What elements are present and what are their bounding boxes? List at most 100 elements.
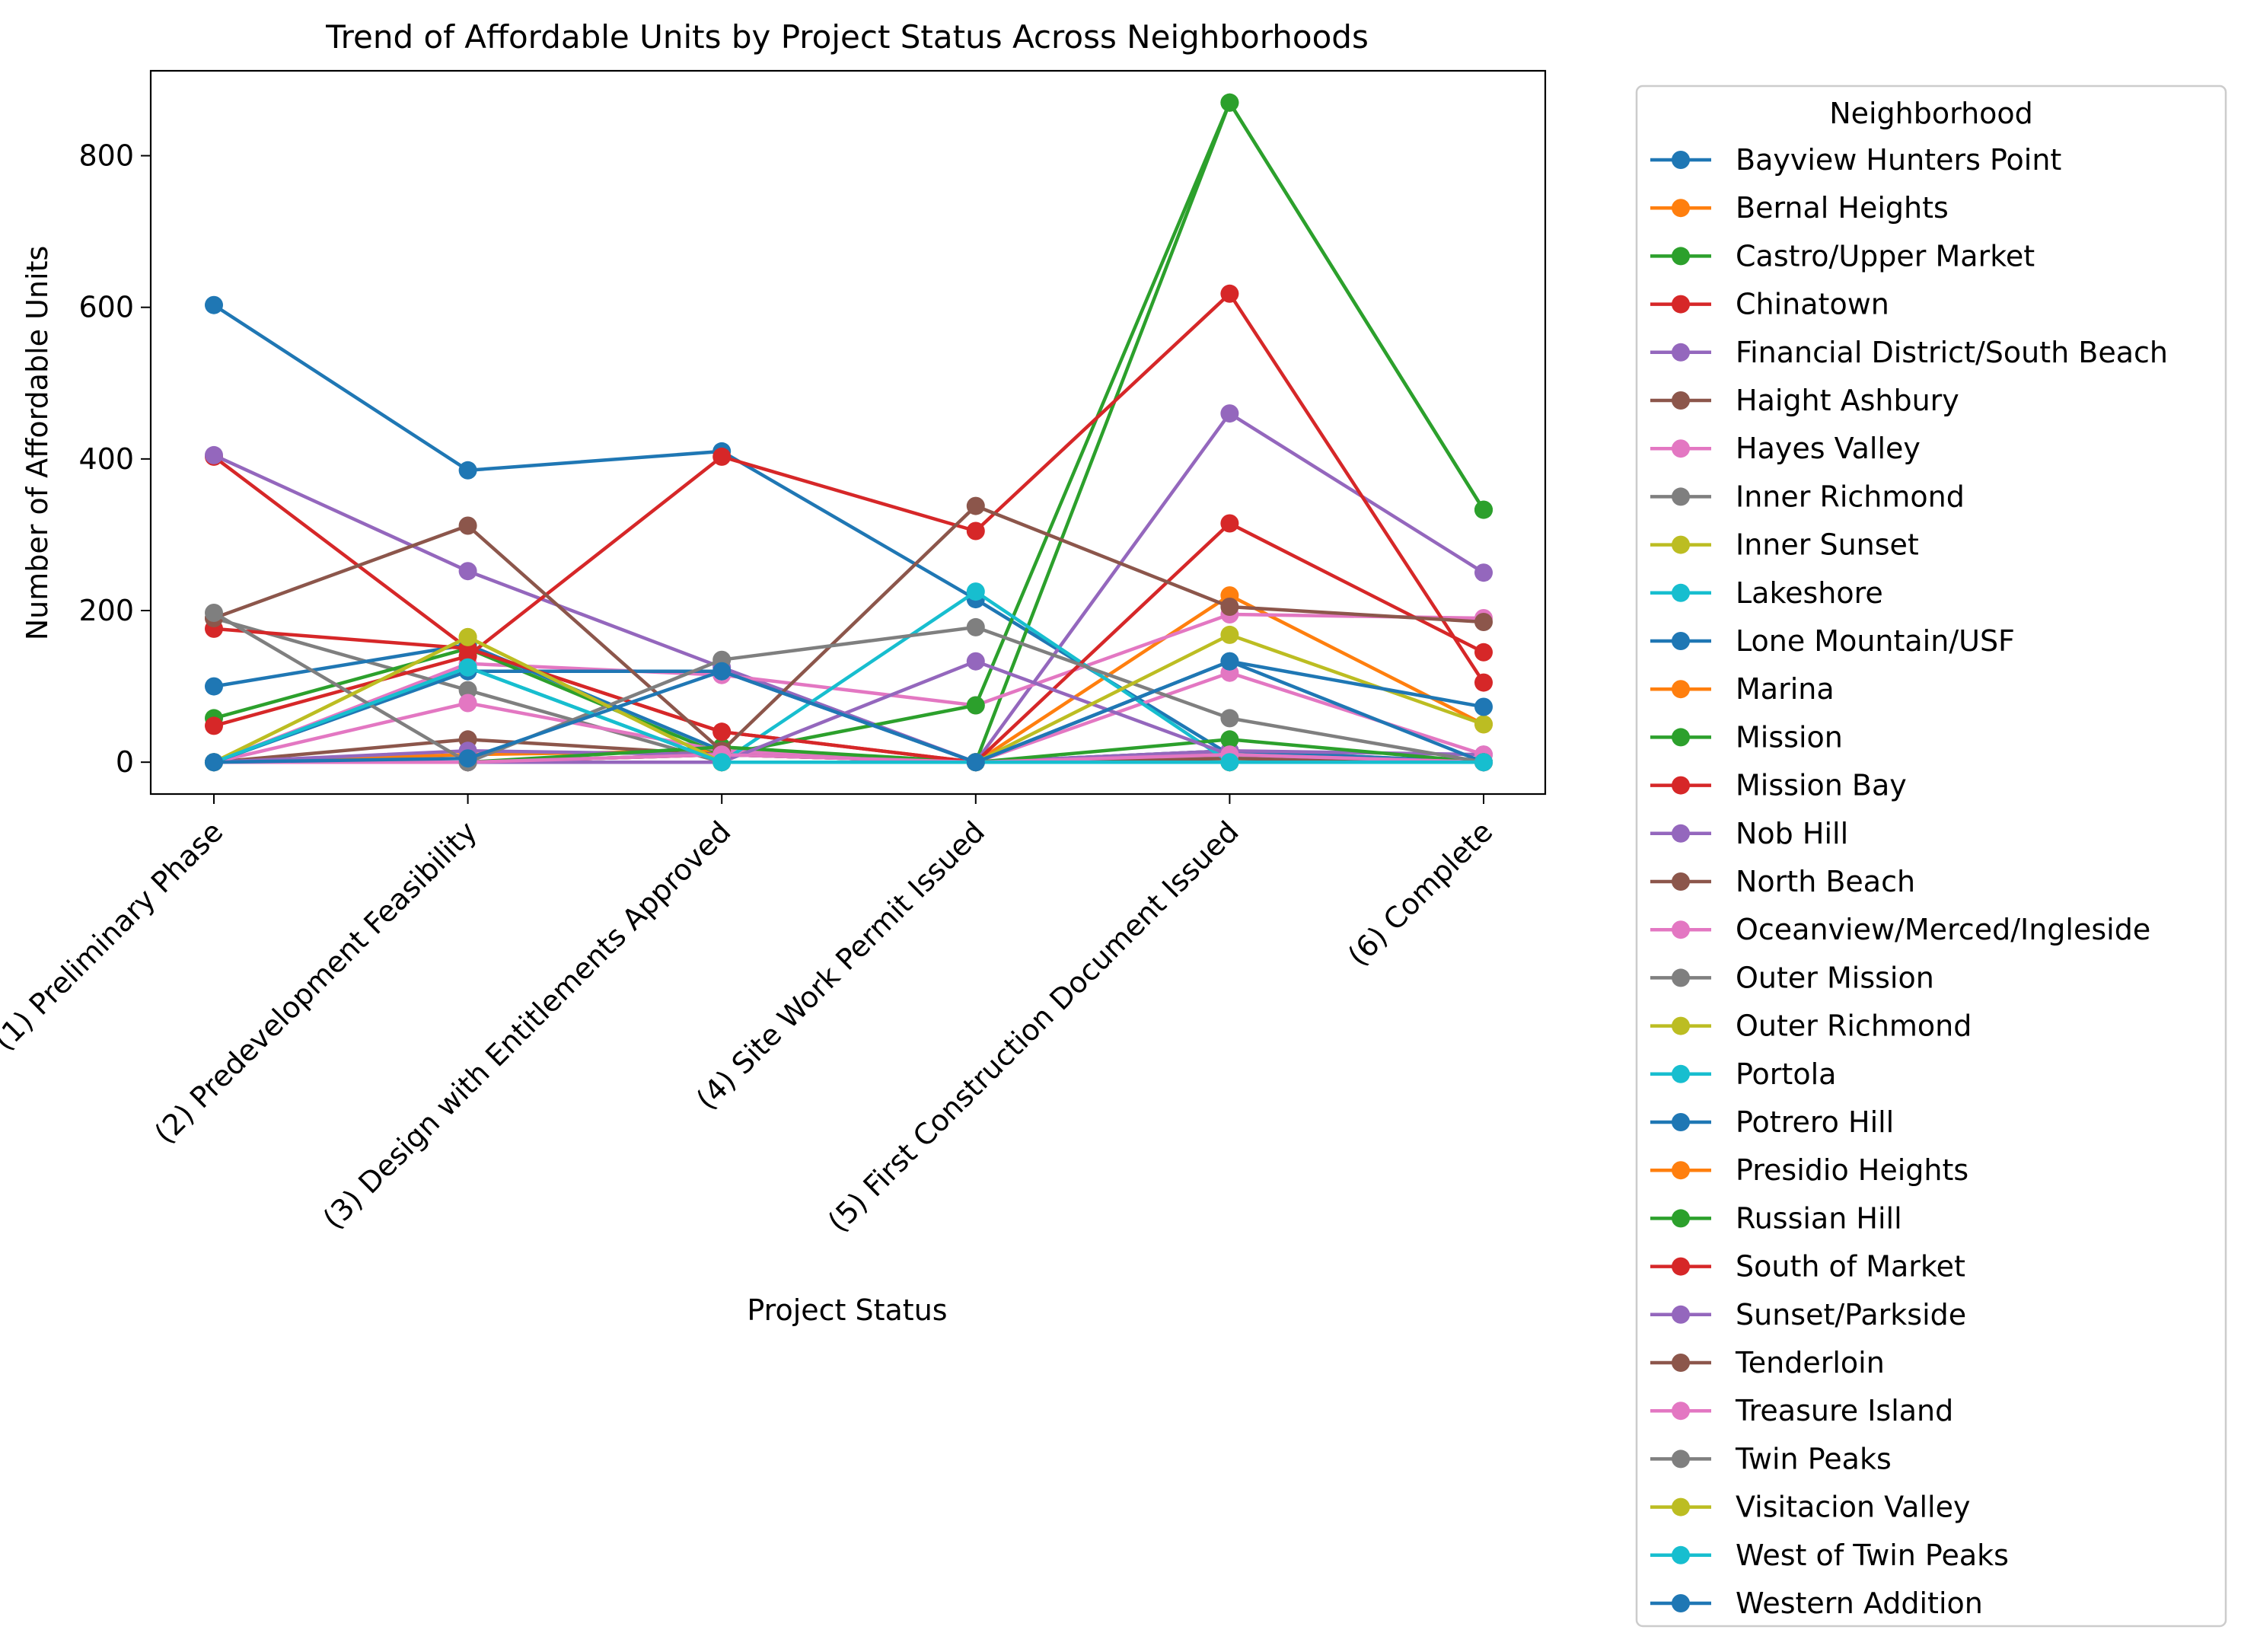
legend-label: North Beach	[1736, 865, 1915, 898]
legend-marker-swatch	[1672, 1257, 1690, 1276]
data-point	[966, 617, 985, 636]
data-point	[205, 604, 223, 622]
legend-label: Mission	[1736, 720, 1843, 754]
legend-entry: Treasure Island	[1650, 1394, 1953, 1427]
series-line	[214, 752, 1484, 764]
legend-marker-swatch	[1672, 487, 1690, 506]
legend-label: Bernal Heights	[1736, 191, 1949, 225]
series-line	[213, 292, 1485, 728]
legend-marker-swatch	[1672, 199, 1690, 218]
legend-marker-swatch	[1672, 1161, 1690, 1180]
data-point	[966, 652, 985, 671]
data-point	[1220, 625, 1239, 644]
legend-frame	[1635, 85, 2227, 1628]
data-point	[1220, 652, 1239, 671]
series-line	[213, 521, 1485, 764]
legend-entry: Russian Hill	[1650, 1201, 1902, 1235]
legend-marker-swatch	[1672, 824, 1690, 843]
legend-marker-swatch	[1672, 920, 1690, 939]
data-point	[458, 461, 477, 480]
legend-marker-swatch	[1672, 968, 1690, 987]
series-line	[213, 100, 1485, 757]
legend-marker-swatch	[1672, 151, 1690, 169]
data-point	[1474, 563, 1493, 582]
series-mission-bay	[205, 284, 1493, 735]
data-point	[712, 722, 732, 741]
legend-entry: Nob Hill	[1650, 817, 1848, 850]
data-point	[712, 753, 732, 772]
data-point	[458, 562, 477, 581]
legend-marker-swatch	[1672, 776, 1690, 795]
data-point	[458, 694, 477, 713]
legend: Neighborhood Bayview Hunters Point Bernal…	[1635, 85, 2227, 1628]
legend-marker-swatch	[1672, 247, 1690, 266]
data-point	[205, 445, 223, 464]
data-point	[1220, 709, 1239, 728]
legend-marker-swatch	[1672, 680, 1690, 699]
legend-entry: Bayview Hunters Point	[1650, 143, 2061, 177]
legend-entry: Oceanview/Merced/Ingleside	[1650, 913, 2150, 946]
legend-label: Outer Mission	[1736, 961, 1934, 994]
legend-label: Mission Bay	[1736, 769, 1907, 802]
data-point	[1220, 598, 1239, 616]
legend-label: Tenderloin	[1735, 1346, 1885, 1379]
data-point	[712, 447, 732, 466]
legend-marker-swatch	[1672, 1354, 1690, 1372]
legend-marker-swatch	[1672, 439, 1690, 458]
legend-label: Marina	[1736, 672, 1835, 706]
legend-entry: Hayes Valley	[1650, 432, 1921, 465]
legend-entry: South of Market	[1650, 1250, 1965, 1284]
series-line	[213, 665, 1484, 764]
legend-entry: Sunset/Parkside	[1650, 1298, 1966, 1331]
legend-marker-swatch	[1672, 343, 1690, 362]
legend-marker-swatch	[1672, 295, 1690, 314]
legend-marker-swatch	[1672, 1594, 1690, 1612]
legend-label: Lone Mountain/USF	[1736, 624, 2015, 658]
data-point	[458, 681, 477, 700]
data-point	[1220, 730, 1239, 749]
legend-label: Presidio Heights	[1736, 1153, 1968, 1187]
legend-label: Inner Sunset	[1736, 528, 1919, 562]
legend-label: West of Twin Peaks	[1736, 1539, 2009, 1572]
data-point	[205, 716, 223, 735]
legend-label: Nob Hill	[1736, 817, 1848, 850]
plot-frame	[149, 69, 1547, 796]
legend-label: Outer Richmond	[1736, 1009, 1972, 1043]
legend-marker-swatch	[1672, 1402, 1690, 1421]
legend-label: Portola	[1736, 1057, 1836, 1091]
legend-entry: Presidio Heights	[1650, 1153, 1968, 1187]
legend-label: Twin Peaks	[1735, 1442, 1892, 1475]
legend-entry: Bernal Heights	[1650, 191, 1949, 225]
data-point	[1220, 514, 1239, 533]
data-point	[966, 696, 985, 715]
legend-label: Haight Ashbury	[1736, 384, 1959, 417]
legend-marker-swatch	[1672, 1449, 1690, 1469]
y-tick-label: 800	[78, 139, 134, 173]
legend-entry: Marina	[1650, 672, 1835, 706]
legend-marker-swatch	[1672, 1064, 1690, 1083]
legend-label: Western Addition	[1736, 1587, 1983, 1620]
data-point	[966, 496, 985, 515]
legend-label: Chinatown	[1736, 288, 1889, 321]
data-point	[458, 627, 477, 646]
legend-entry: Lone Mountain/USF	[1650, 624, 2015, 658]
legend-label: South of Market	[1736, 1250, 1965, 1284]
legend-entry: Mission Bay	[1650, 769, 1907, 802]
legend-entry: Castro/Upper Market	[1650, 239, 2035, 273]
data-point	[1220, 284, 1239, 303]
legend-marker-swatch	[1672, 1545, 1690, 1564]
data-point	[1474, 613, 1493, 631]
data-point	[1474, 753, 1493, 772]
legend-label: Lakeshore	[1736, 576, 1883, 610]
data-point	[1474, 643, 1493, 662]
legend-marker-swatch	[1672, 1305, 1690, 1324]
legend-label: Russian Hill	[1736, 1201, 1902, 1235]
data-point	[205, 677, 223, 696]
legend-label: Financial District/South Beach	[1736, 336, 2168, 369]
legend-entry: Lakeshore	[1650, 576, 1883, 610]
series-line	[212, 611, 1484, 764]
legend-label: Castro/Upper Market	[1736, 239, 2035, 273]
legend-marker-swatch	[1672, 583, 1690, 602]
